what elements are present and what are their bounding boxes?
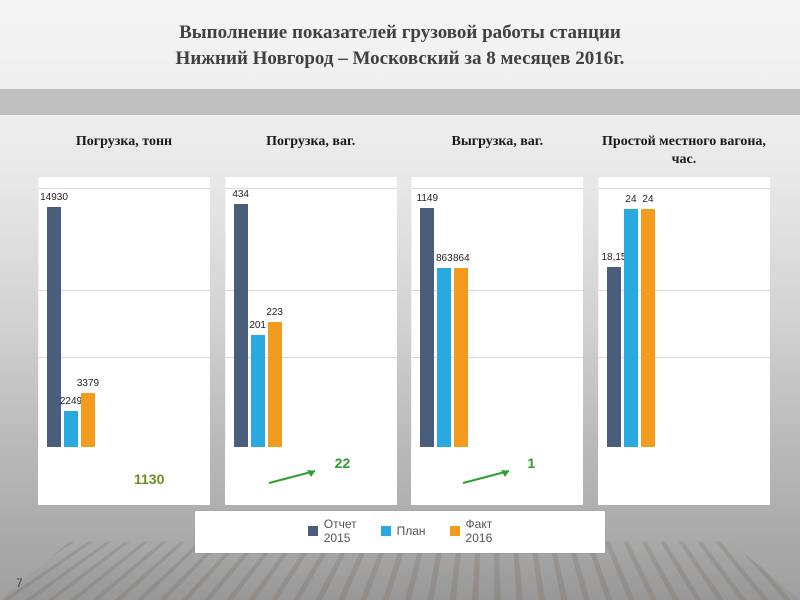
delta-value: 22 <box>335 455 351 471</box>
legend: Отчет 2015 План Факт 2016 <box>195 511 605 553</box>
bar-group: 1149863864 <box>420 208 468 447</box>
gridline <box>599 188 770 189</box>
bar-group: 18,152424 <box>607 209 655 447</box>
plot-area: 1149863864 <box>411 177 583 447</box>
gridline <box>412 188 583 189</box>
title-line-2: Нижний Новгород – Московский за 8 месяце… <box>176 48 625 69</box>
chart-panel: Простой местного вагона, час.18,152424 <box>598 133 770 505</box>
bar-plan: 201 <box>251 335 265 448</box>
bar-fakt: 3379 <box>81 393 95 447</box>
legend-item-otchet: Отчет 2015 <box>308 517 357 545</box>
bar-fakt: 24 <box>641 209 655 447</box>
page-title: Выполнение показателей грузовой работы с… <box>40 20 760 71</box>
title-line-1: Выполнение показателей грузовой работы с… <box>179 22 621 43</box>
swatch-fakt <box>450 526 460 536</box>
bar-label: 223 <box>266 307 283 318</box>
bar-label: 201 <box>249 320 266 331</box>
chart-title: Выгрузка, ваг. <box>411 133 583 177</box>
legend-label: Отчет 2015 <box>324 517 357 545</box>
chart-panel: Выгрузка, ваг.11498638641 <box>411 133 583 505</box>
gridline <box>226 188 397 189</box>
charts-row: Погрузка, тонн14930224933791130Погрузка,… <box>0 115 800 505</box>
legend-item-fakt: Факт 2016 <box>450 517 493 545</box>
bar-otchet: 18,15 <box>607 267 621 447</box>
chart-panel: Погрузка, тонн14930224933791130 <box>38 133 210 505</box>
bar-otchet: 434 <box>234 204 248 447</box>
delta-value: 1130 <box>134 471 164 487</box>
plot-area: 18,152424 <box>598 177 770 447</box>
legend-item-plan: План <box>381 517 426 545</box>
legend-label: Факт 2016 <box>466 517 493 545</box>
bar-fakt: 223 <box>268 322 282 447</box>
delta-area: 22 <box>225 447 397 505</box>
bar-label: 1149 <box>417 193 439 204</box>
bar-plan: 24 <box>624 209 638 447</box>
arrow-up-icon <box>265 467 325 487</box>
plot-area: 1493022493379 <box>38 177 210 447</box>
bar-otchet: 14930 <box>47 207 61 448</box>
chart-title: Погрузка, тонн <box>38 133 210 177</box>
bar-label: 14930 <box>40 192 68 203</box>
gridline <box>39 188 210 189</box>
bar-group: 1493022493379 <box>47 207 95 448</box>
bar-otchet: 1149 <box>420 208 434 447</box>
bar-label: 18,15 <box>601 252 626 263</box>
delta-area: 1130 <box>38 447 210 505</box>
legend-label: План <box>397 524 426 538</box>
title-block: Выполнение показателей грузовой работы с… <box>0 0 800 81</box>
bar-label: 864 <box>453 253 470 264</box>
page-number: 7 <box>16 576 23 590</box>
swatch-otchet <box>308 526 318 536</box>
delta-area: 1 <box>411 447 583 505</box>
swatch-plan <box>381 526 391 536</box>
bar-label: 2249 <box>60 396 82 407</box>
bar-group: 434201223 <box>234 204 282 447</box>
bar-label: 434 <box>232 189 249 200</box>
arrow-up-icon <box>459 467 519 487</box>
bar-label: 863 <box>436 253 453 264</box>
bar-label: 24 <box>642 194 653 205</box>
bar-fakt: 864 <box>454 268 468 448</box>
chart-panel: Погрузка, ваг.43420122322 <box>225 133 397 505</box>
bar-label: 3379 <box>77 378 99 389</box>
bar-plan: 2249 <box>64 411 78 447</box>
delta-value: 1 <box>527 455 535 471</box>
chart-title: Погрузка, ваг. <box>225 133 397 177</box>
bar-label: 24 <box>625 194 636 205</box>
header-band <box>0 89 800 115</box>
delta-area <box>598 447 770 505</box>
bar-plan: 863 <box>437 268 451 448</box>
plot-area: 434201223 <box>225 177 397 447</box>
chart-title: Простой местного вагона, час. <box>598 133 770 177</box>
